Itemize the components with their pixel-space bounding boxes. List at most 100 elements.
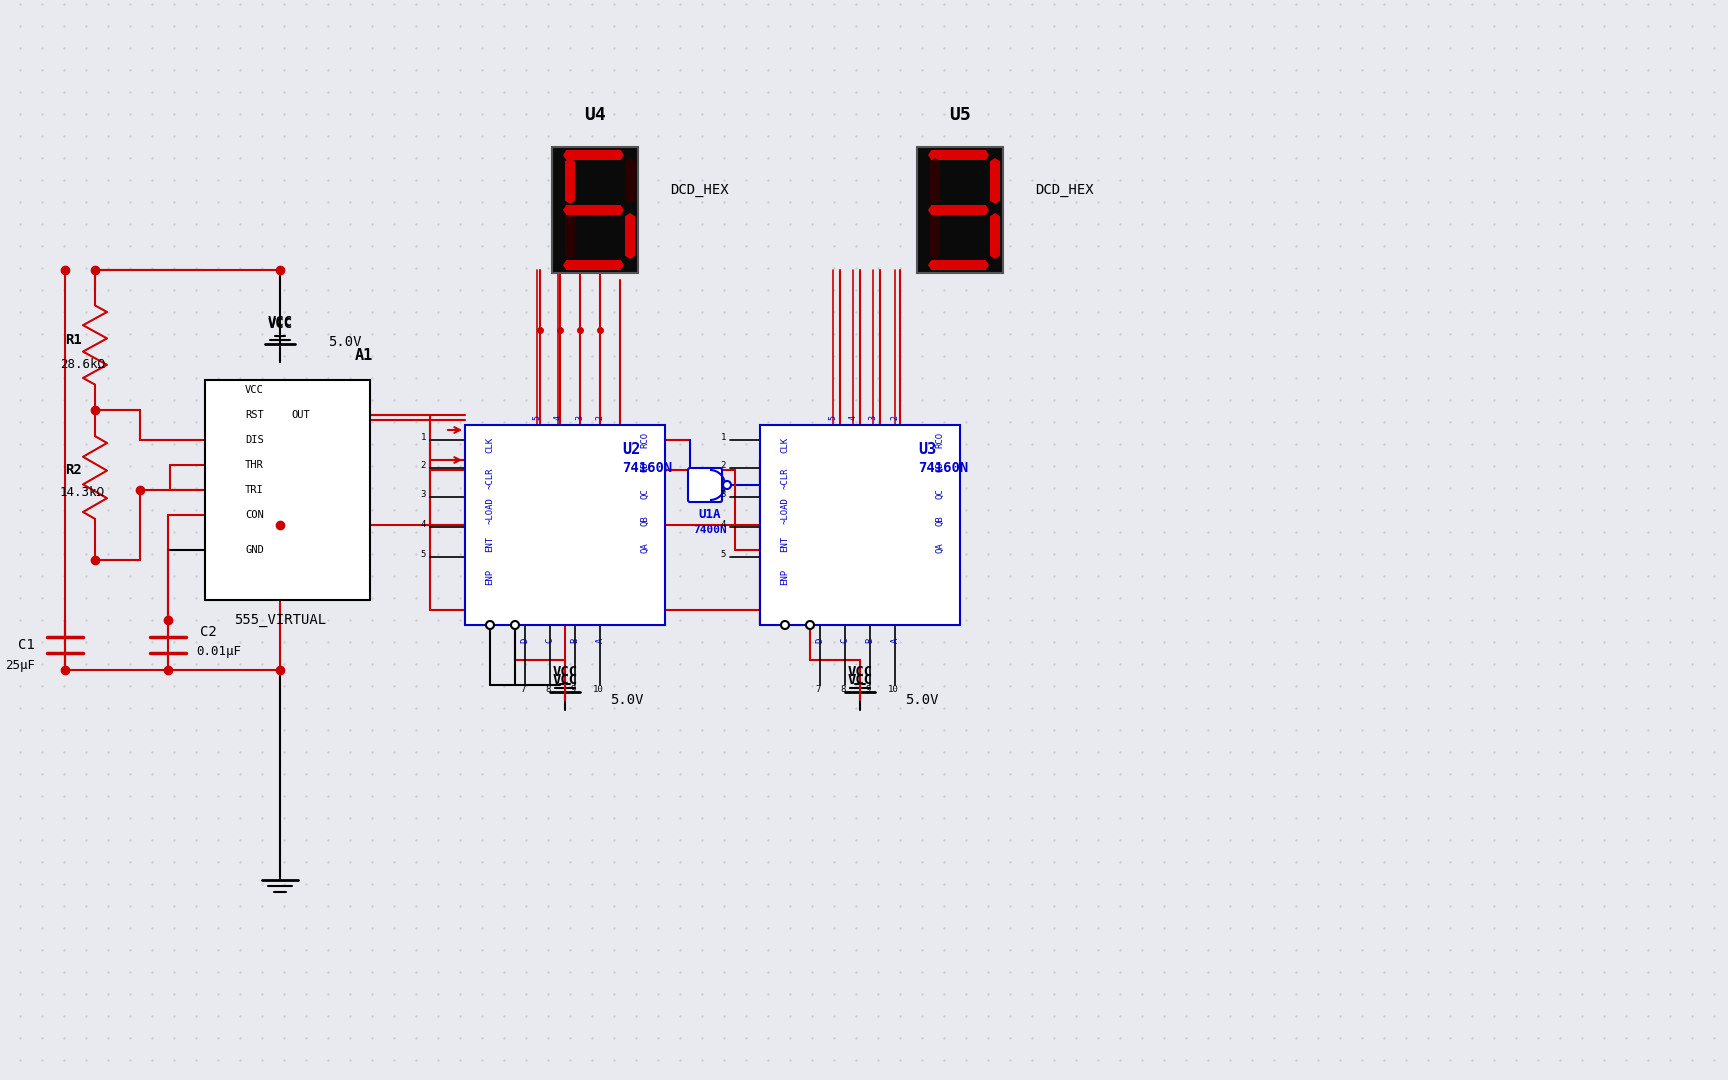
Text: CLK: CLK (781, 437, 790, 454)
Text: 10: 10 (593, 685, 603, 694)
Text: ENP: ENP (486, 569, 494, 585)
Text: VCC: VCC (245, 384, 264, 395)
Text: R2: R2 (66, 463, 81, 477)
Text: 4: 4 (721, 519, 726, 529)
Circle shape (486, 621, 494, 629)
Text: ~LOAD: ~LOAD (486, 498, 494, 525)
Text: VCC: VCC (268, 318, 292, 330)
Text: U5: U5 (949, 106, 971, 124)
Text: 8: 8 (840, 685, 845, 694)
Text: VCC: VCC (553, 665, 577, 679)
Text: 2: 2 (420, 461, 427, 470)
Text: QC: QC (935, 488, 945, 499)
Text: C: C (840, 637, 850, 643)
Polygon shape (626, 158, 634, 204)
Polygon shape (563, 205, 624, 215)
Circle shape (722, 481, 731, 489)
FancyBboxPatch shape (688, 468, 722, 502)
Text: 9: 9 (866, 685, 871, 694)
Polygon shape (990, 213, 1001, 259)
Text: VCC: VCC (847, 665, 873, 679)
Text: C2: C2 (200, 625, 216, 639)
Text: GND: GND (245, 545, 264, 555)
Text: 4: 4 (848, 415, 857, 420)
Text: 74160N: 74160N (918, 461, 968, 475)
Circle shape (781, 621, 790, 629)
Text: RCO: RCO (641, 432, 650, 448)
Text: 4: 4 (420, 519, 427, 529)
Text: 14.3kΩ: 14.3kΩ (60, 486, 105, 499)
Text: 7: 7 (520, 685, 525, 694)
Text: ~LOAD: ~LOAD (781, 498, 790, 525)
Polygon shape (930, 213, 940, 259)
Text: U3: U3 (918, 443, 937, 458)
Text: 5: 5 (721, 550, 726, 559)
Text: 3: 3 (721, 490, 726, 499)
Text: VCC: VCC (847, 673, 873, 687)
Text: B: B (866, 637, 874, 643)
Text: RST: RST (245, 410, 264, 420)
Polygon shape (928, 260, 988, 270)
Text: 5.0V: 5.0V (610, 693, 643, 707)
Bar (551, 147, 638, 273)
Text: A: A (890, 637, 900, 643)
Circle shape (511, 621, 518, 629)
Text: VCC: VCC (553, 673, 577, 687)
Text: CON: CON (245, 510, 264, 519)
Polygon shape (563, 260, 624, 270)
Text: DIS: DIS (245, 435, 264, 445)
Text: DCD_HEX: DCD_HEX (1035, 183, 1094, 197)
Text: D: D (816, 637, 824, 643)
Text: 7400N: 7400N (693, 525, 727, 535)
Text: 28.6kΩ: 28.6kΩ (60, 359, 105, 372)
Text: QC: QC (641, 488, 650, 499)
Text: 1: 1 (420, 433, 427, 442)
Text: 2: 2 (890, 415, 900, 420)
Text: ENP: ENP (781, 569, 790, 585)
Text: U2: U2 (622, 443, 641, 458)
Polygon shape (928, 150, 988, 160)
Text: 10: 10 (888, 685, 899, 694)
Text: 3: 3 (869, 415, 878, 420)
Text: QB: QB (935, 515, 945, 526)
Text: 4: 4 (553, 415, 563, 420)
Text: R1: R1 (66, 333, 81, 347)
Bar (206, 380, 370, 600)
Text: QA: QA (935, 542, 945, 553)
Text: 7: 7 (816, 685, 821, 694)
Text: 555_VIRTUAL: 555_VIRTUAL (233, 613, 327, 627)
Text: 3: 3 (575, 415, 584, 420)
Text: B: B (570, 637, 579, 643)
Polygon shape (626, 213, 634, 259)
Polygon shape (563, 150, 624, 160)
Text: 5: 5 (828, 415, 838, 420)
Bar (918, 147, 1002, 273)
Text: A1: A1 (354, 348, 373, 363)
Text: 2: 2 (721, 461, 726, 470)
Text: 5: 5 (420, 550, 427, 559)
Text: 5: 5 (532, 415, 541, 420)
Text: CLK: CLK (486, 437, 494, 454)
Text: 74160N: 74160N (622, 461, 672, 475)
Text: 2: 2 (596, 415, 605, 420)
Text: U4: U4 (584, 106, 607, 124)
Text: 5.0V: 5.0V (328, 335, 361, 349)
Text: C: C (546, 637, 555, 643)
Text: DCD_HEX: DCD_HEX (670, 183, 729, 197)
Text: 3: 3 (420, 490, 427, 499)
Text: ENT: ENT (486, 536, 494, 552)
Text: ENT: ENT (781, 536, 790, 552)
Text: THR: THR (245, 460, 264, 470)
Text: QD: QD (935, 461, 945, 472)
Text: QD: QD (641, 461, 650, 472)
Text: QA: QA (641, 542, 650, 553)
Text: 9: 9 (570, 685, 575, 694)
Polygon shape (565, 213, 575, 259)
Text: 5.0V: 5.0V (905, 693, 938, 707)
Circle shape (805, 621, 814, 629)
Text: RCO: RCO (935, 432, 945, 448)
Text: OUT: OUT (292, 410, 309, 420)
Text: QB: QB (641, 515, 650, 526)
Text: U1A: U1A (698, 509, 721, 522)
Text: 1: 1 (721, 433, 726, 442)
